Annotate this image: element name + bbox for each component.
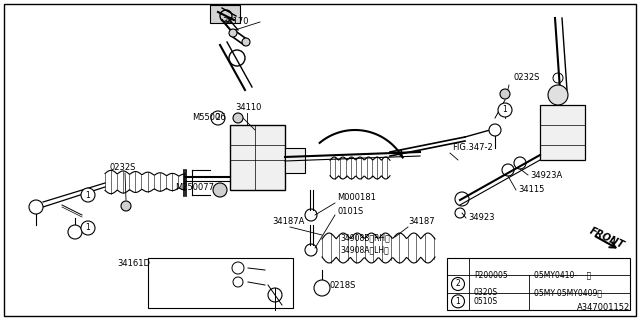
Text: 34110: 34110 (235, 103, 261, 113)
Text: 34187A: 34187A (272, 218, 305, 227)
Text: M55006: M55006 (192, 114, 226, 123)
Text: 34115: 34115 (518, 186, 545, 195)
Text: 2: 2 (456, 279, 460, 289)
Text: 1: 1 (502, 106, 508, 115)
Text: 1: 1 (456, 297, 460, 306)
Circle shape (451, 295, 465, 308)
Text: A347001152: A347001152 (577, 303, 630, 312)
Text: 05MY-05MY0409〉: 05MY-05MY0409〉 (534, 288, 602, 297)
Text: 0232S: 0232S (110, 164, 136, 172)
Bar (230, 125, 285, 190)
Text: P200005: P200005 (474, 271, 508, 280)
Circle shape (498, 103, 512, 117)
Circle shape (229, 29, 237, 37)
Text: 2: 2 (216, 114, 220, 123)
Circle shape (68, 225, 82, 239)
Text: 34923: 34923 (468, 213, 495, 222)
Circle shape (121, 201, 131, 211)
Circle shape (81, 188, 95, 202)
Text: 34170: 34170 (222, 18, 248, 27)
Circle shape (314, 280, 330, 296)
Text: 0101S: 0101S (337, 207, 364, 217)
Circle shape (500, 89, 510, 99)
Text: 34161D: 34161D (117, 259, 150, 268)
Bar (148, 258, 293, 308)
Text: FRONT: FRONT (588, 226, 626, 250)
Text: 0320S: 0320S (474, 288, 498, 297)
Circle shape (489, 124, 501, 136)
Bar (540, 105, 585, 160)
Text: 34923A: 34923A (530, 171, 563, 180)
Text: 1: 1 (86, 190, 90, 199)
Bar (285, 148, 305, 173)
Circle shape (242, 38, 250, 46)
Text: 0218S: 0218S (330, 281, 356, 290)
Bar (210, 5, 240, 23)
Circle shape (29, 200, 43, 214)
Circle shape (213, 183, 227, 197)
Circle shape (81, 221, 95, 235)
Text: 0510S: 0510S (474, 297, 498, 306)
Circle shape (451, 277, 465, 291)
Text: FIG.347-2: FIG.347-2 (452, 143, 493, 153)
Text: M000181: M000181 (337, 194, 376, 203)
Text: 34187: 34187 (408, 218, 435, 227)
Circle shape (233, 113, 243, 123)
Bar (447, 258, 630, 310)
Circle shape (211, 111, 225, 125)
Text: M250077: M250077 (175, 183, 214, 193)
Text: 34908A〈LH〉: 34908A〈LH〉 (340, 245, 388, 254)
Text: 1: 1 (86, 223, 90, 233)
Text: 0232S: 0232S (513, 74, 540, 83)
Text: 34908B〈RH〉: 34908B〈RH〉 (340, 234, 390, 243)
Circle shape (548, 85, 568, 105)
Text: 05MY0410-    〉: 05MY0410- 〉 (534, 271, 591, 280)
